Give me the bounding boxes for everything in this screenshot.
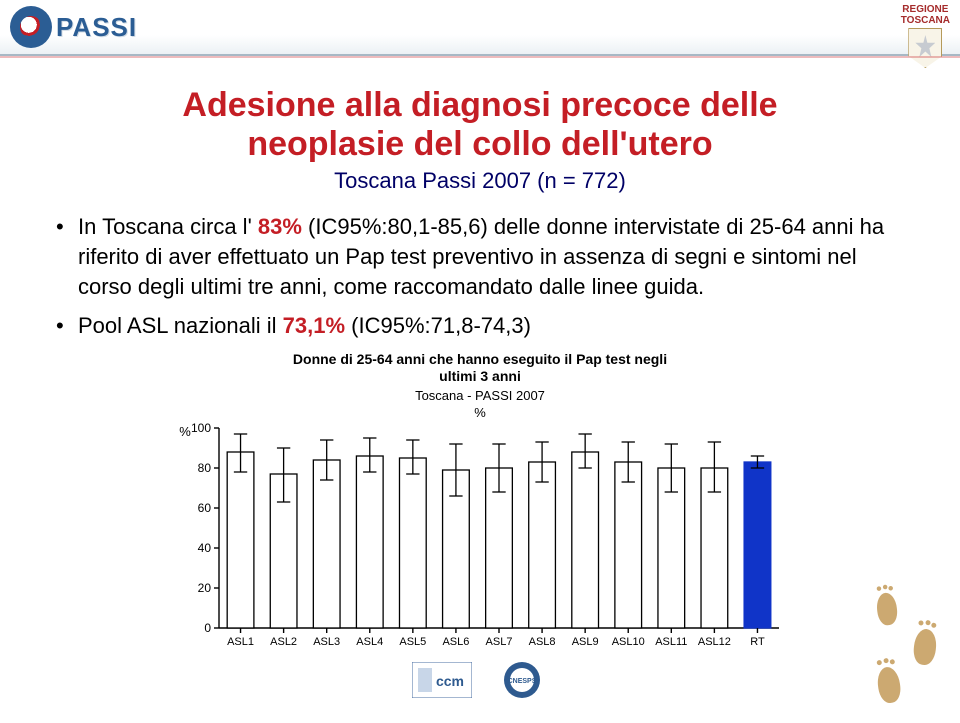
bullet2-pre: Pool ASL nazionali il (78, 313, 283, 338)
bar-ASL1 (227, 452, 254, 628)
slide-content: Adesione alla diagnosi precoce delle neo… (0, 56, 960, 700)
bullet1-pct: 83% (258, 214, 302, 239)
svg-text:%: % (179, 424, 191, 439)
header-underline (0, 56, 960, 58)
svg-text:60: 60 (198, 501, 212, 515)
bullet-2: Pool ASL nazionali il 73,1% (IC95%:71,8-… (50, 311, 910, 341)
footer-logos: ccm CNESPS (50, 660, 910, 700)
bar-ASL3 (313, 460, 340, 628)
bullet2-pct: 73,1% (283, 313, 345, 338)
chart-title: Donne di 25-64 anni che hanno eseguito i… (170, 351, 790, 386)
xlabel-ASL11: ASL11 (655, 636, 687, 648)
bar-chart: 0 20 40 60 80 100% ASL1 ASL2 ASL3 ASL4 ASL5 ASL6 ASL… (171, 420, 789, 652)
chart-subtitle: Toscana - PASSI 2007 (170, 388, 790, 403)
title-line2: neoplasie del collo dell'utero (247, 125, 712, 163)
xlabel-ASL10: ASL10 (612, 636, 645, 648)
chart-container: Donne di 25-64 anni che hanno eseguito i… (170, 351, 790, 652)
xlabel-ASL8: ASL8 (529, 636, 556, 648)
xlabel-ASL7: ASL7 (486, 636, 513, 648)
xlabel-ASL4: ASL4 (356, 636, 383, 648)
bar-RT (744, 462, 771, 628)
bar-ASL9 (572, 452, 599, 628)
xlabel-ASL9: ASL9 (572, 636, 599, 648)
toscana-shield-icon (908, 28, 942, 68)
slide-subtitle: Toscana Passi 2007 (n = 772) (50, 168, 910, 194)
svg-text:20: 20 (198, 581, 212, 595)
footprints-icon (872, 573, 942, 703)
logo-regione-toscana: REGIONE TOSCANA (901, 4, 950, 68)
ccm-logo-icon: ccm (412, 662, 472, 698)
bullet2-post: (IC95%:71,8-74,3) (345, 313, 531, 338)
bar-ASL4 (356, 456, 383, 628)
chart-title-l1: Donne di 25-64 anni che hanno eseguito i… (293, 351, 667, 367)
svg-text:ccm: ccm (436, 673, 464, 689)
svg-text:40: 40 (198, 541, 212, 555)
xlabel-ASL3: ASL3 (313, 636, 340, 648)
cnesps-logo-icon: CNESPS (496, 660, 548, 700)
svg-text:80: 80 (198, 461, 212, 475)
chart-title-l2: ultimi 3 anni (439, 368, 521, 384)
xlabel-RT: RT (750, 636, 765, 648)
xlabel-ASL6: ASL6 (442, 636, 469, 648)
passi-logo-text: PASSI (56, 12, 137, 43)
xlabel-ASL12: ASL12 (698, 636, 731, 648)
bullet-1: In Toscana circa l' 83% (IC95%:80,1-85,6… (50, 212, 910, 301)
bar-ASL5 (399, 458, 426, 628)
slide-title: Adesione alla diagnosi precoce delle neo… (50, 86, 910, 164)
xlabel-ASL5: ASL5 (399, 636, 426, 648)
bullet1-pre: In Toscana circa l' (78, 214, 258, 239)
header-bar: PASSI REGIONE TOSCANA (0, 0, 960, 56)
title-line1: Adesione alla diagnosi precoce delle (182, 86, 777, 124)
logo-passi: PASSI (10, 6, 137, 48)
chart-y-unit: % (170, 405, 790, 420)
bar-ASL8 (529, 462, 556, 628)
xlabel-ASL1: ASL1 (227, 636, 254, 648)
bar-ASL10 (615, 462, 642, 628)
svg-text:0: 0 (204, 621, 211, 635)
svg-text:100: 100 (191, 421, 211, 435)
region-line1: REGIONE (901, 4, 950, 15)
region-line2: TOSCANA (901, 15, 950, 26)
passi-mark-icon (10, 6, 52, 48)
bullet-list: In Toscana circa l' 83% (IC95%:80,1-85,6… (50, 212, 910, 341)
svg-text:CNESPS: CNESPS (508, 678, 537, 685)
xlabel-ASL2: ASL2 (270, 636, 297, 648)
